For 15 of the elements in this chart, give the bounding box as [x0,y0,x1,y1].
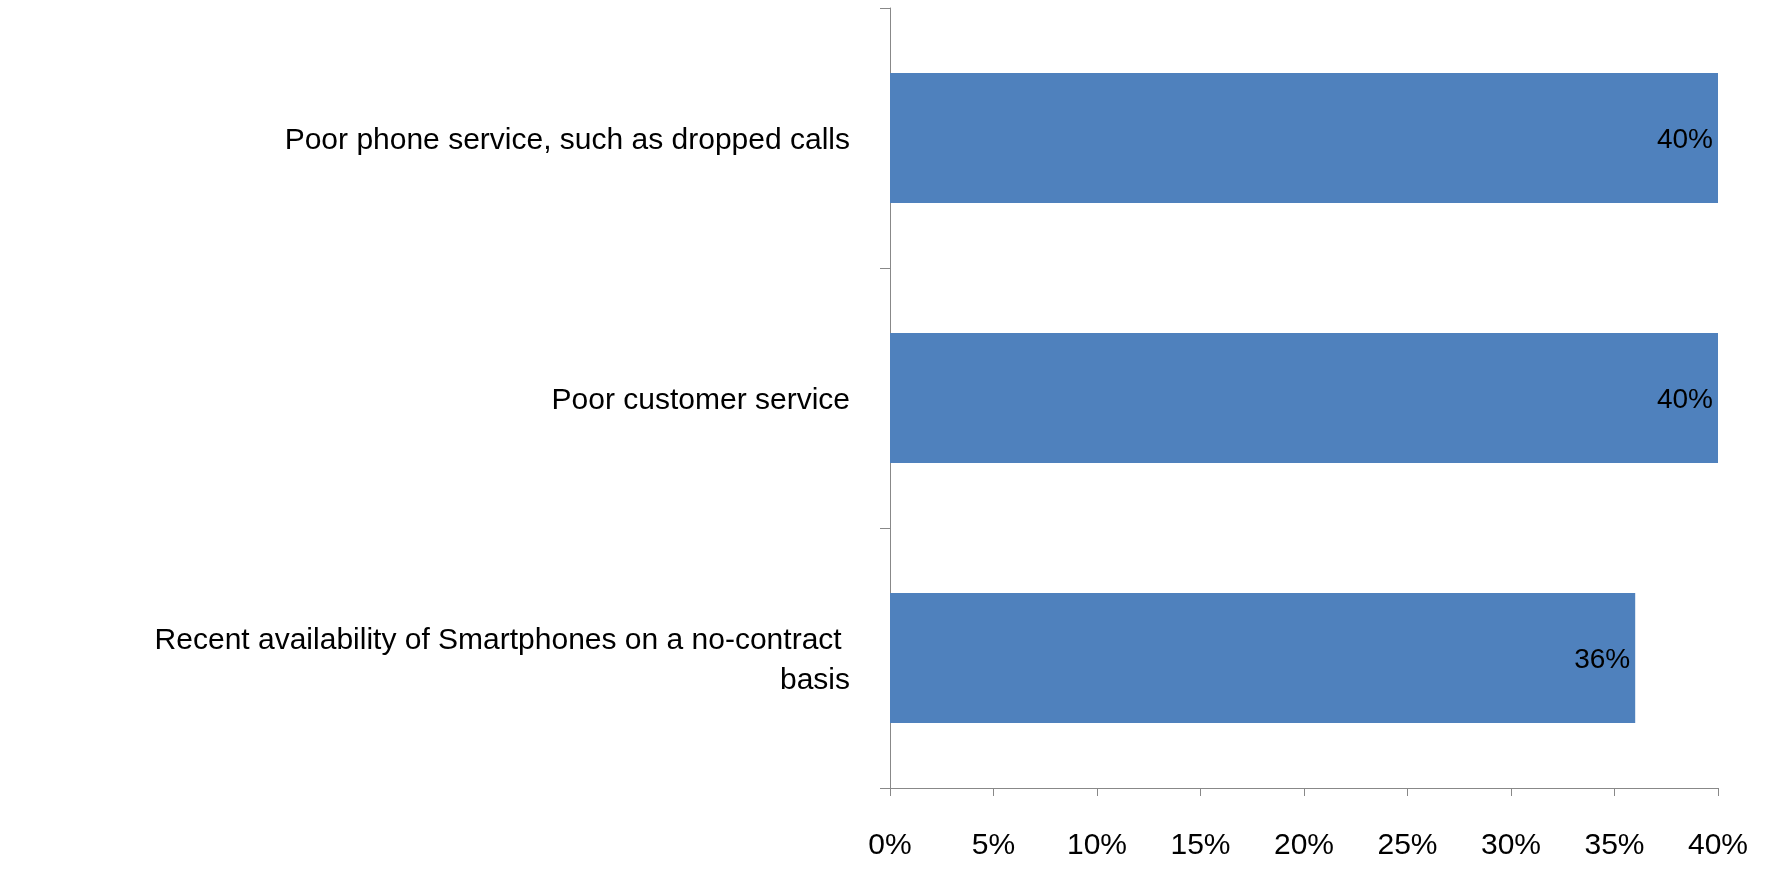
data-label: 40% [1656,122,1713,154]
x-tick-label: 35% [1584,826,1645,860]
x-tick-label: 0% [868,826,912,860]
data-label: 36% [1574,642,1631,674]
x-tick-label: 20% [1273,826,1335,860]
x-tick-label: 10% [1066,826,1128,860]
x-tick-label: 15% [1170,826,1231,860]
x-tick-label: 40% [1687,826,1749,860]
y-tick-label: Poor customer service [551,381,850,415]
x-tick-label: 25% [1377,826,1438,860]
data-label: 40% [1656,382,1713,414]
y-tick-label: Recent availability of Smartphones on a no-contract basis [154,621,850,695]
x-tick-label: 30% [1480,826,1542,860]
y-tick-label: Poor phone service, such as dropped calls [284,121,850,155]
x-tick-label: 5% [971,826,1016,860]
